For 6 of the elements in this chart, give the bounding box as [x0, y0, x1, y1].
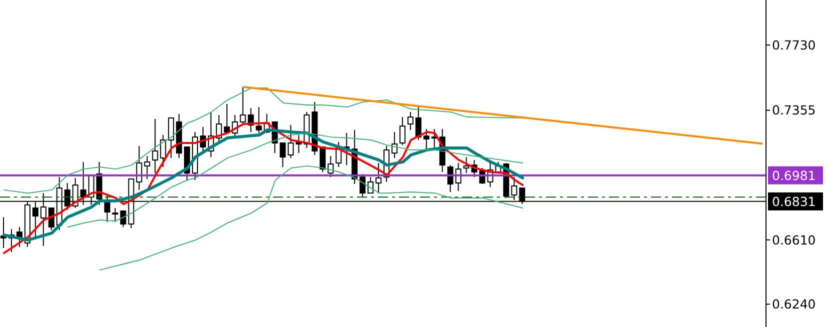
y-tick-label: 0.7730 — [772, 37, 816, 52]
y-tick-label: 0.6240 — [772, 296, 816, 312]
y-tick-label: 0.6610 — [772, 232, 816, 248]
ref-line-label: 0.6831 — [772, 194, 816, 209]
ref-line-label: 0.6981 — [772, 168, 816, 183]
y-tick-label: 0.7355 — [772, 102, 816, 118]
